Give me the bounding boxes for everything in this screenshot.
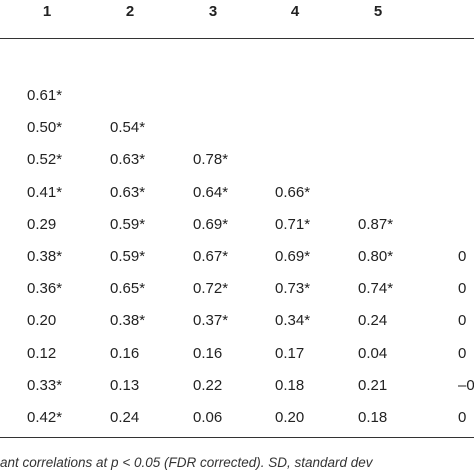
table-cell: 0.74* <box>358 280 394 298</box>
table-cell: 0.50* <box>27 119 63 137</box>
column-header: 3 <box>208 3 218 20</box>
table-cell: 0.13 <box>110 376 140 394</box>
table-cell: 0.33* <box>27 376 63 394</box>
table-cell: 0.73* <box>275 280 311 298</box>
table-cell: 0.17 <box>275 344 305 362</box>
table-cell: 0 <box>458 312 467 330</box>
table-cell: 0.21 <box>358 376 388 394</box>
table-cell: 0.59* <box>110 215 146 233</box>
bottom-rule <box>0 437 474 438</box>
table-cell: 0.52* <box>27 151 63 169</box>
header-rule <box>0 38 474 39</box>
table-cell: 0.54* <box>110 119 146 137</box>
table-cell: 0.69* <box>193 215 229 233</box>
table-cell: 0 <box>458 344 467 362</box>
table-cell: 0.20 <box>275 409 305 426</box>
table-cell: 0.64* <box>193 183 229 201</box>
table-cell: 0.18 <box>358 409 388 426</box>
table-cell: –0 <box>458 376 474 394</box>
column-header: 4 <box>290 3 300 20</box>
table-cell: 0.16 <box>193 344 223 362</box>
table-cell: 0.37* <box>193 312 229 330</box>
table-cell: 0.24 <box>110 409 140 426</box>
table-cell: 0.61* <box>27 87 63 104</box>
table-cell: 0.80* <box>358 248 394 265</box>
table-cell: 0.38* <box>27 248 63 265</box>
table-cell: 0.36* <box>27 280 63 298</box>
table-cell: 0 <box>458 280 467 298</box>
table-cell: 0.67* <box>193 248 229 265</box>
table-cell: 0.63* <box>110 183 146 201</box>
table-cell: 0.69* <box>275 248 311 265</box>
table-cell: 0.41* <box>27 183 63 201</box>
column-header: 5 <box>373 3 383 20</box>
table-cell: 0.06 <box>193 409 223 426</box>
table-cell: 0.63* <box>110 151 146 169</box>
column-header: 2 <box>125 3 135 20</box>
table-cell: 0.38* <box>110 312 146 330</box>
table-cell: 0 <box>458 409 467 426</box>
table-cell: 0.78* <box>193 151 229 169</box>
table-cell: 0.29 <box>27 215 57 233</box>
table-cell: 0.20 <box>27 312 57 330</box>
table-cell: 0.18 <box>275 376 305 394</box>
table-cell: 0.66* <box>275 183 311 201</box>
table-cell: 0.12 <box>27 344 57 362</box>
table-cell: 0.22 <box>193 376 223 394</box>
table-cell: 0.42* <box>27 409 63 426</box>
table-cell: 0.87* <box>358 215 394 233</box>
table-cell: 0.04 <box>358 344 388 362</box>
table-cell: 0.59* <box>110 248 146 265</box>
table-cell: 0.34* <box>275 312 311 330</box>
table-cell: 0.71* <box>275 215 311 233</box>
table-cell: 0.24 <box>358 312 388 330</box>
column-header: 1 <box>42 3 52 20</box>
table-cell: 0 <box>458 248 467 265</box>
table-cell: 0.65* <box>110 280 146 298</box>
footnote: ant correlations at p < 0.05 (FDR correc… <box>0 455 373 470</box>
table-cell: 0.16 <box>110 344 140 362</box>
table-cell: 0.72* <box>193 280 229 298</box>
